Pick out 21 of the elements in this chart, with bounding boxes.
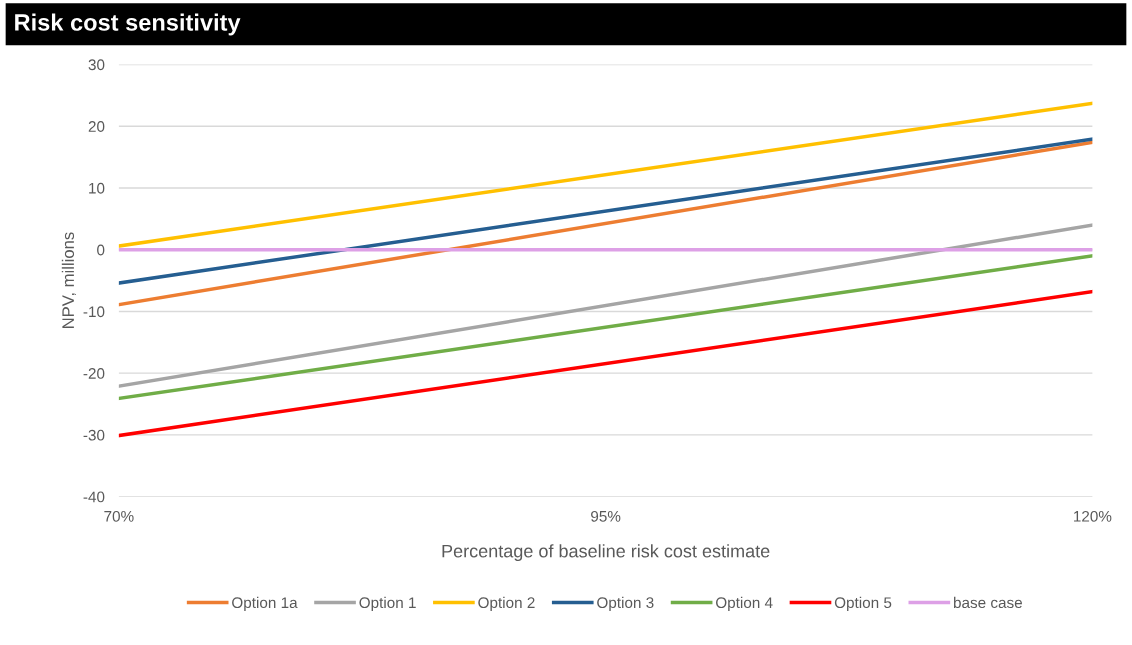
x-tick-label: 70% — [104, 510, 134, 522]
y-axis-title: NPV, millions — [61, 232, 77, 328]
chart-title: Risk cost sensitivity — [15, 13, 241, 36]
x-tick-label: 120% — [1074, 510, 1112, 522]
legend-label: Option 3 — [597, 596, 654, 612]
legend-label: Option 1a — [232, 596, 298, 612]
y-tick-label: -40 — [83, 491, 105, 503]
legend-label: Option 4 — [716, 596, 773, 612]
y-tick-label: -10 — [83, 306, 105, 318]
legend-label: Option 2 — [478, 596, 535, 612]
x-axis-title: Percentage of baseline risk cost estimate — [442, 544, 770, 562]
y-tick-label: 0 — [97, 244, 105, 256]
legend-label: Option 5 — [834, 596, 892, 612]
y-tick-label: -20 — [83, 368, 105, 379]
y-tick-label: 10 — [89, 182, 105, 194]
y-tick-label: 30 — [88, 59, 105, 71]
y-tick-label: 20 — [88, 121, 105, 132]
y-tick-label: -30 — [83, 429, 105, 441]
legend-label: Option 1 — [359, 596, 416, 612]
legend-label: base case — [954, 596, 1022, 609]
x-tick-label: 95% — [591, 510, 621, 522]
